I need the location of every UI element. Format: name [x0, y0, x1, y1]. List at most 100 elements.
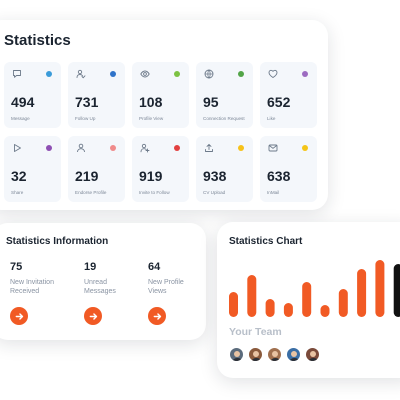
chart-bar	[247, 275, 257, 317]
stat-value: 938	[203, 168, 227, 184]
chart-bar	[375, 260, 385, 317]
chart-bar	[338, 289, 348, 317]
stat-label: Follow Up	[75, 116, 96, 121]
upload-icon	[204, 143, 214, 153]
arrow-right-icon	[153, 312, 162, 321]
user-check-icon	[76, 69, 86, 79]
stat-label: Like	[267, 116, 276, 121]
info-label: New Invitation Received	[10, 279, 54, 296]
avatar-body	[251, 358, 262, 361]
stat-tile[interactable]: 494 Message	[4, 62, 61, 128]
stat-value: 108	[139, 94, 163, 110]
stat-tile[interactable]: 108 Profile View	[132, 62, 189, 128]
status-dot	[238, 71, 244, 77]
stat-value: 638	[267, 168, 291, 184]
stat-value: 731	[75, 94, 99, 110]
stat-value: 919	[139, 168, 163, 184]
arrow-right-icon	[89, 312, 98, 321]
team-avatars	[229, 347, 320, 362]
chat-icon	[12, 69, 22, 79]
chart-bar	[283, 303, 293, 317]
stat-tile[interactable]: 32 Share	[4, 136, 61, 202]
avatar-head	[310, 351, 316, 357]
status-dot	[302, 145, 308, 151]
avatar-body	[270, 358, 281, 361]
avatar[interactable]	[267, 347, 282, 362]
stat-tile[interactable]: 95 Connection Request	[196, 62, 253, 128]
stat-label: InMail	[267, 190, 280, 195]
stat-label: Message	[11, 116, 30, 121]
info-item-invitations: 75 New Invitation Received	[10, 261, 70, 325]
avatar[interactable]	[248, 347, 263, 362]
user-plus-icon	[140, 143, 150, 153]
info-item-profile-views: 64 New Profile Views	[148, 261, 208, 325]
status-dot	[110, 145, 116, 151]
status-dot	[238, 145, 244, 151]
status-dot	[174, 145, 180, 151]
statistics-information-title: Statistics Information	[6, 236, 109, 247]
statistics-card: Statistics 494 Message 731 Follow Up 108 Prof…	[0, 20, 328, 210]
statistics-chart-card: Statistics Chart Your Team	[217, 222, 400, 378]
globe-icon	[204, 69, 214, 79]
info-item-messages: 19 Unread Messages	[84, 261, 144, 325]
stat-tile[interactable]: 938 CV Upload	[196, 136, 253, 202]
avatar[interactable]	[286, 347, 301, 362]
stat-value: 95	[203, 94, 219, 110]
info-label: Unread Messages	[84, 279, 116, 296]
play-icon	[12, 143, 22, 153]
statistics-tiles: 494 Message 731 Follow Up 108 Profile View 95 C…	[4, 62, 322, 202]
info-value: 75	[10, 261, 23, 273]
stat-tile[interactable]: 638 InMail	[260, 136, 317, 202]
info-label: New Profile Views	[148, 279, 184, 296]
open-messages-button[interactable]	[84, 307, 102, 325]
stat-label: Profile View	[139, 116, 164, 121]
status-dot	[302, 71, 308, 77]
mail-icon	[268, 143, 278, 153]
statistics-title: Statistics	[4, 32, 71, 49]
chart-bar	[302, 282, 312, 317]
status-dot	[174, 71, 180, 77]
stat-label: Invite to Follow	[139, 190, 170, 195]
user-icon	[76, 143, 86, 153]
open-profile-views-button[interactable]	[148, 307, 166, 325]
chart-bar	[393, 264, 400, 317]
open-invitations-button[interactable]	[10, 307, 28, 325]
stat-value: 32	[11, 168, 27, 184]
stat-label: Endorse Profile	[75, 190, 107, 195]
info-value: 64	[148, 261, 161, 273]
avatar-head	[253, 351, 259, 357]
status-dot	[110, 71, 116, 77]
statistics-chart-title: Statistics Chart	[229, 236, 303, 247]
avatar-head	[234, 351, 240, 357]
stat-tile[interactable]: 919 Invite to Follow	[132, 136, 189, 202]
status-dot	[46, 71, 52, 77]
stat-label: Connection Request	[203, 116, 245, 121]
chart-bar	[229, 292, 238, 317]
avatar-body	[232, 358, 243, 361]
avatar-body	[308, 358, 319, 361]
stat-tile[interactable]: 731 Follow Up	[68, 62, 125, 128]
avatar-head	[272, 351, 278, 357]
arrow-right-icon	[15, 312, 24, 321]
info-value: 19	[84, 261, 97, 273]
chart-bar	[265, 299, 275, 317]
avatar-head	[291, 351, 297, 357]
stat-tile[interactable]: 652 Like	[260, 62, 317, 128]
bar-chart	[229, 260, 400, 317]
avatar-body	[289, 358, 300, 361]
your-team-title: Your Team	[229, 326, 282, 338]
stat-tile[interactable]: 219 Endorse Profile	[68, 136, 125, 202]
stat-label: Share	[11, 190, 24, 195]
heart-icon	[268, 69, 278, 79]
stat-value: 219	[75, 168, 99, 184]
stat-value: 652	[267, 94, 291, 110]
avatar[interactable]	[229, 347, 244, 362]
stat-label: CV Upload	[203, 190, 226, 195]
statistics-information-card: Statistics Information 75 New Invitation…	[0, 223, 206, 340]
chart-bar	[320, 305, 330, 317]
chart-bar	[357, 269, 367, 317]
status-dot	[46, 145, 52, 151]
avatar[interactable]	[305, 347, 320, 362]
stat-value: 494	[11, 94, 35, 110]
eye-icon	[140, 69, 150, 79]
